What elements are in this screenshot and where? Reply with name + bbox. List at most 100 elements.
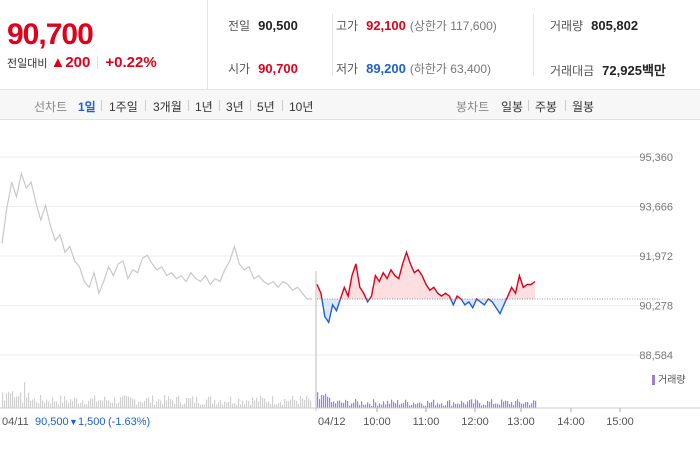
volume-bar [349,405,351,408]
open-price: 시가 90,700 [228,60,298,77]
volume-bar [341,402,343,408]
volume-bar [363,404,365,408]
volume-bar [210,396,212,408]
prev-close-value: 90,500 [258,18,298,33]
volume-bar [294,399,296,408]
volume-bar [20,392,22,408]
volume-bar [154,404,156,408]
volume-bar [8,391,10,408]
volume-bar [240,404,242,408]
open-value: 90,700 [258,61,298,76]
volume-bar [176,397,178,408]
low-label: 저가 [336,62,359,76]
volume-bar [36,402,38,408]
volume-bar [10,393,12,408]
volume-bar [30,400,32,408]
volume-bar [18,396,20,408]
volume-bar [453,402,455,408]
change-value-text: 200 [65,54,91,71]
tab-monthly[interactable]: 월봉 [572,100,595,114]
tab-1week[interactable]: 1주일 [109,100,138,114]
volume-bar [491,399,493,408]
volume-bar [296,400,298,408]
volume-bar [118,402,120,408]
volume-bar [429,402,431,408]
volume-bar [503,401,505,408]
volume-bar [128,396,130,408]
volume-bar [513,405,515,408]
volume-bar [236,404,238,408]
amount-value: 72,925 [602,63,642,78]
x-tick-label: 10:00 [363,416,391,428]
tab-3years[interactable]: 3년 [226,100,244,114]
volume-bar [38,403,40,408]
volume-bar [407,402,409,408]
volume-bar [78,403,80,408]
divider [565,100,566,111]
prev-day-down-arrow-icon: ▼ [69,417,78,427]
volume-bar [443,405,445,408]
volume-bar [34,398,36,408]
volume-bar [40,395,42,408]
volume-bar [487,400,489,408]
volume-bar [80,402,82,408]
volume-bar [395,403,397,408]
volume-bar [186,397,188,408]
volume-bar [204,404,206,408]
volume-bar [393,401,395,408]
volume-bar [88,400,90,408]
volume-bar [449,400,451,408]
volume-bar [198,403,200,408]
volume-legend-swatch [652,375,655,385]
y-tick-label: 95,360 [639,152,673,164]
tab-weekly[interactable]: 주봉 [535,100,558,114]
volume-bar [136,404,138,408]
volume-bar [457,403,459,408]
volume-bar [84,404,86,408]
volume-bar [74,397,76,408]
tab-10years[interactable]: 10년 [289,100,314,114]
price-down-line [321,299,508,325]
volume-bar [515,401,517,408]
stats-col-1: 전일 90,500 시가 90,700 [208,0,333,90]
volume-bar [244,403,246,408]
volume-bar [14,397,16,408]
volume-bar [4,400,6,408]
tab-1year[interactable]: 1년 [195,100,213,114]
volume-bar [92,398,94,408]
tab-5years[interactable]: 5년 [257,100,275,114]
open-label: 시가 [228,62,251,76]
volume-bar [190,398,192,408]
prev-close: 전일 90,500 [228,17,298,34]
volume-bar [409,405,411,408]
volume-bar [228,402,230,408]
tab-3months[interactable]: 3개월 [153,100,182,114]
divider [219,100,220,111]
volume-bar [192,396,194,408]
volume-bar [441,403,443,408]
amount-label: 거래대금 [550,64,595,78]
volume-bar [286,400,288,408]
volume-bar [206,399,208,408]
line-chart-label: 선차트 [34,100,68,114]
y-tick-label: 90,278 [639,301,673,313]
volume-bar [523,403,525,408]
volume-bar [302,398,304,408]
tab-1day[interactable]: 1일 [78,100,96,114]
volume-bar [250,404,252,408]
volume-bar [439,404,441,408]
volume-bar [166,400,168,408]
low-value: 89,200 [366,61,406,76]
today-date: 04/12 [318,416,346,428]
volume-bar [54,401,56,408]
volume-bar [124,395,126,408]
volume-bar [262,397,264,408]
volume-bar [138,401,140,408]
volume-bar [471,399,473,408]
volume-bar [335,403,337,408]
volume-bar [98,400,100,408]
volume-bar [172,400,174,408]
volume-bar [104,396,106,408]
volume-bar [445,405,447,408]
tab-daily[interactable]: 일봉 [501,100,524,114]
